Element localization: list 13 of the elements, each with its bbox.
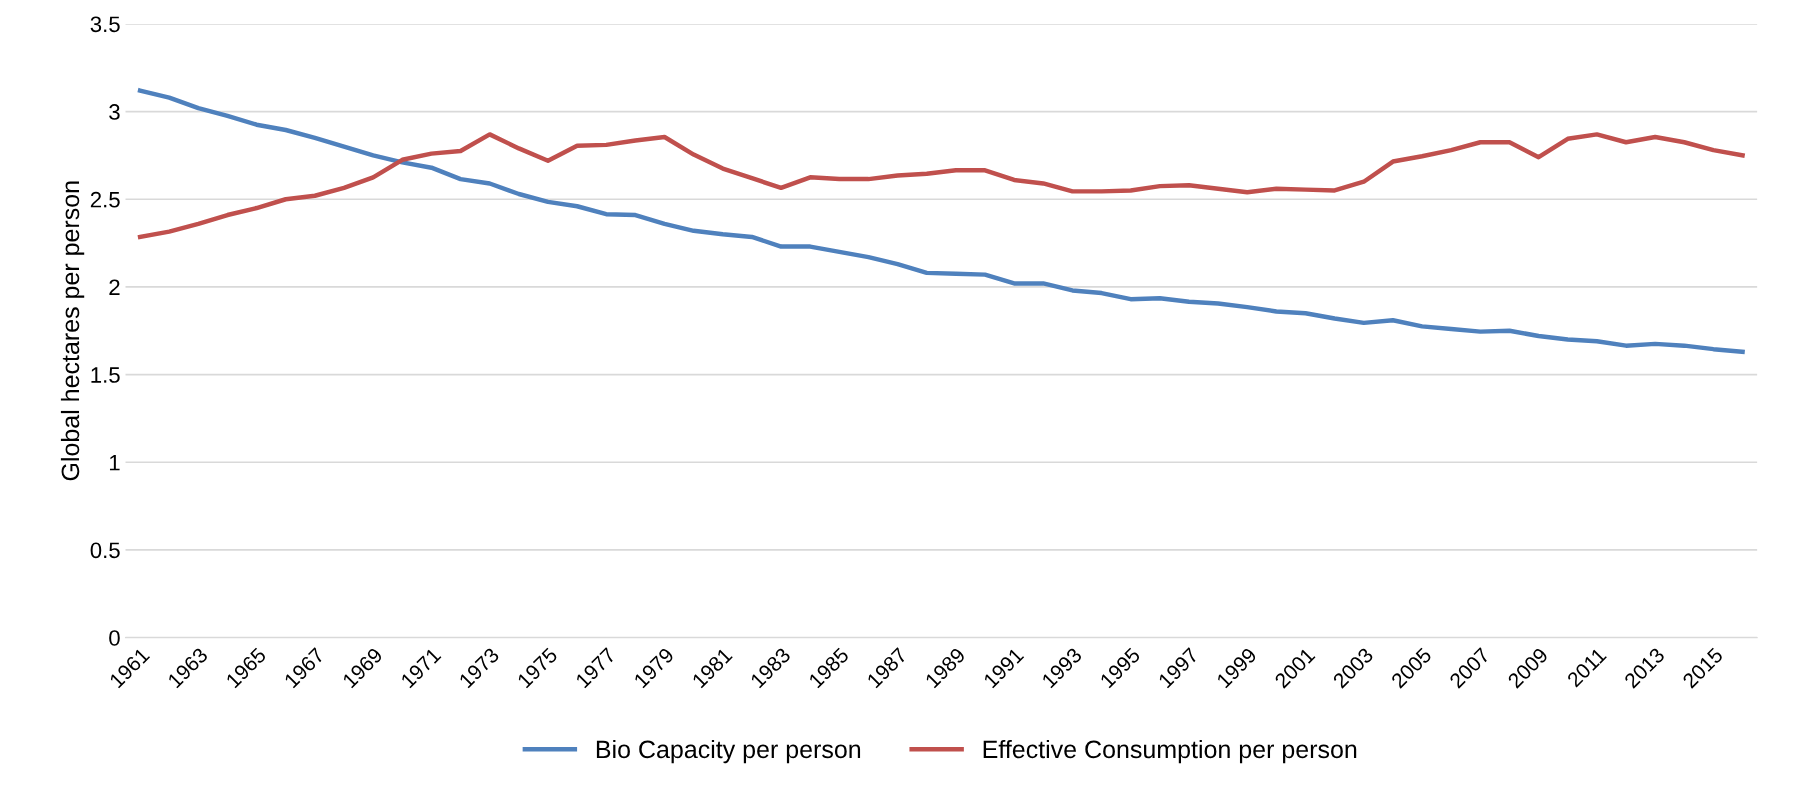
legend-label: Bio Capacity per person	[596, 739, 861, 764]
y-tick-label: 3	[109, 104, 120, 120]
line-series	[137, 88, 1745, 355]
y-axis-title: Global hectares per person	[60, 181, 85, 481]
line-series	[137, 132, 1745, 240]
y-tick-label: 1	[109, 455, 120, 471]
y-tick-label: 0.5	[90, 542, 120, 559]
y-tick-label: 1.5	[91, 367, 120, 383]
y-tick-label: 2	[109, 279, 120, 295]
y-tick-label: 2.5	[90, 191, 120, 208]
y-tick-label: 3.5	[90, 16, 120, 33]
y-tick-label: 0	[109, 630, 120, 646]
legend-label: Effective Consumption per person	[983, 739, 1357, 764]
